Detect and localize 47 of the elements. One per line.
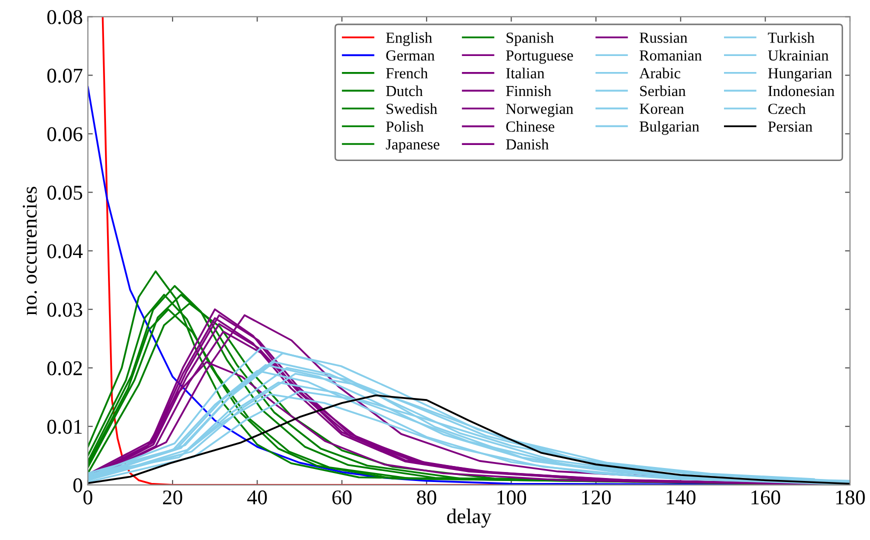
x-axis-title: delay xyxy=(447,508,492,528)
x-tick-label: 0 xyxy=(83,490,92,504)
legend-label: Japanese xyxy=(386,139,440,153)
x-tick-label: 100 xyxy=(497,490,526,504)
legend-label: Arabic xyxy=(639,68,680,78)
legend-label: Turkish xyxy=(768,32,814,43)
legend-label: Italian xyxy=(506,68,544,78)
y-tick-label: 0.08 xyxy=(47,10,82,24)
y-tick-label: 0.06 xyxy=(47,127,82,142)
x-tick-label: 160 xyxy=(752,490,780,504)
legend-label: Korean xyxy=(640,104,684,114)
legend-label: Ukrainian xyxy=(768,50,829,61)
legend-label: Portuguese xyxy=(506,50,573,64)
legend-label: Romanian xyxy=(640,50,702,61)
y-tick-label: 0 xyxy=(73,478,82,492)
legend-label: Indonesian xyxy=(768,85,834,96)
legend-label: Swedish xyxy=(386,103,438,114)
x-tick-label: 60 xyxy=(332,490,352,504)
legend-label: Finnish xyxy=(506,85,552,96)
x-tick-label: 120 xyxy=(582,490,611,504)
x-tick-label: 40 xyxy=(247,490,267,504)
legend-label: Norwegian xyxy=(506,104,574,118)
y-tick-label: 0.05 xyxy=(47,186,82,200)
legend-label: Danish xyxy=(506,138,549,150)
legend-label: Chinese xyxy=(506,121,554,132)
legend-label: English xyxy=(386,32,432,46)
x-tick-label: 20 xyxy=(163,490,182,504)
y-tick-label: 0.07 xyxy=(47,68,82,83)
legend-label: Hungarian xyxy=(768,68,832,82)
x-tick-label: 80 xyxy=(416,490,436,504)
legend-label: Serbian xyxy=(640,85,686,96)
legend-label: French xyxy=(386,68,428,78)
y-axis-title: no. occurencies xyxy=(22,186,37,316)
y-tick-label: 0.04 xyxy=(47,244,83,258)
legend-label: Persian xyxy=(768,121,812,132)
legend-label: Bulgarian xyxy=(640,120,700,135)
y-tick-label: 0.01 xyxy=(47,420,82,434)
legend-label: Czech xyxy=(768,103,806,114)
legend-label: Dutch xyxy=(386,85,423,96)
y-tick-label: 0.03 xyxy=(47,302,82,317)
legend-label: German xyxy=(386,50,435,61)
y-tick-label: 0.02 xyxy=(47,361,82,376)
legend-label: Spanish xyxy=(506,32,554,46)
legend-label: Russian xyxy=(640,32,688,43)
x-tick-label: 180 xyxy=(836,490,865,504)
legend-label: Polish xyxy=(386,120,424,132)
x-tick-label: 140 xyxy=(666,490,696,504)
